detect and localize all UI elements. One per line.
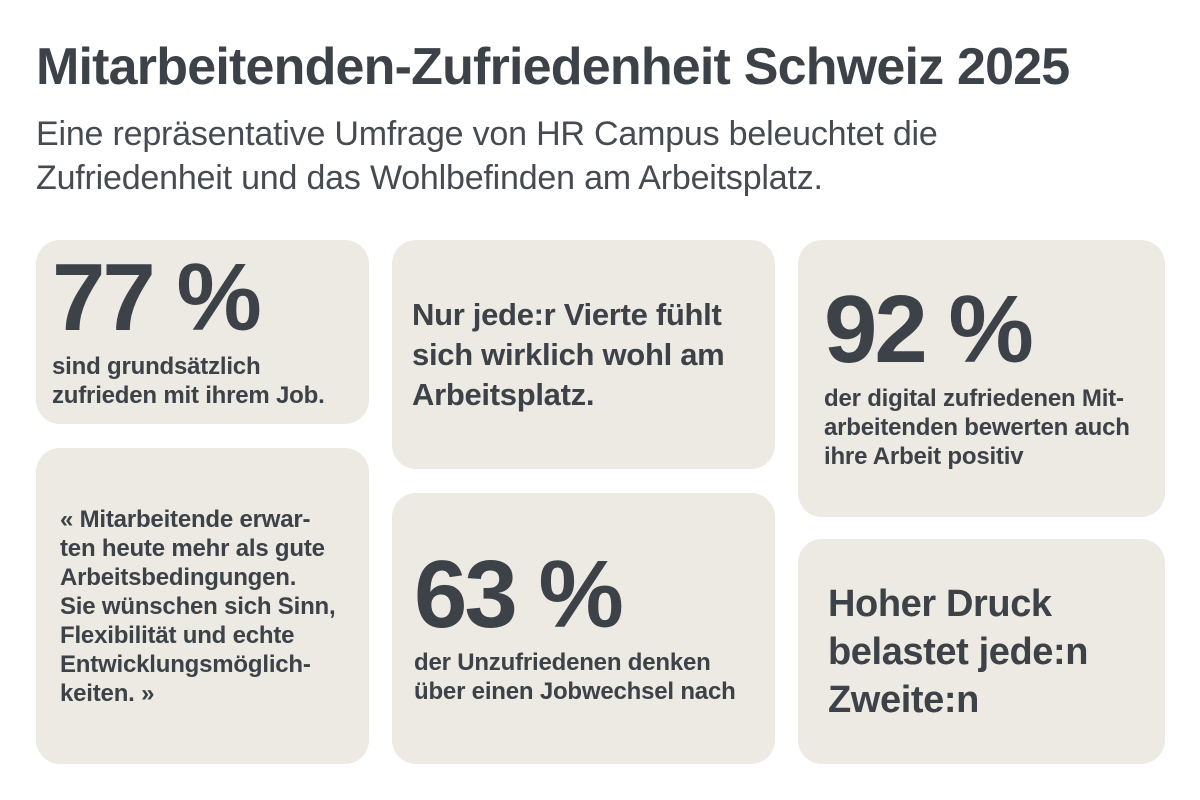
- card-statement-pressure: Hoher Druck belastet jede:n Zweite:n: [798, 539, 1165, 764]
- quote-text: « Mitarbeitende erwar- ten heute mehr al…: [60, 505, 336, 707]
- statement-pressure-text: Hoher Druck belastet jede:n Zweite:n: [828, 582, 1089, 721]
- card-quote-expectations: « Mitarbeitende erwar- ten heute mehr al…: [36, 448, 369, 764]
- column-left: 77 % sind grundsätzlich zufrieden mit ih…: [36, 240, 369, 764]
- column-right: 92 % der digital zufriedenen Mit- arbeit…: [798, 240, 1165, 764]
- page-subtitle: Eine repräsentative Umfrage von HR Campu…: [36, 115, 938, 198]
- card-stat-job-satisfaction: 77 % sind grundsätzlich zufrieden mit ih…: [36, 240, 369, 424]
- card-stat-job-change: 63 % der Unzufriedenen denken über einen…: [392, 493, 775, 764]
- card-statement-wellbeing: Nur jede:r Vierte fühlt sich wirklich wo…: [392, 240, 775, 469]
- stat-value-63: 63 %: [414, 540, 624, 648]
- card-stat-digital-satisfaction: 92 % der digital zufriedenen Mit- arbeit…: [798, 240, 1165, 517]
- column-middle: Nur jede:r Vierte fühlt sich wirklich wo…: [392, 240, 775, 764]
- stat-value-92: 92 %: [824, 276, 1034, 384]
- stat-caption-job-satisfaction: sind grundsätzlich zufrieden mit ihrem J…: [52, 352, 325, 409]
- stat-caption-job-change: der Unzufriedenen denken über einen Jobw…: [414, 649, 736, 706]
- page-title: Mitarbeitenden-Zufriedenheit Schweiz 202…: [36, 38, 1070, 96]
- stat-value-77: 77 %: [52, 244, 262, 352]
- header: Mitarbeitenden-Zufriedenheit Schweiz 202…: [36, 36, 1166, 200]
- statement-wellbeing-text: Nur jede:r Vierte fühlt sich wirklich wo…: [412, 296, 725, 412]
- stat-caption-digital-satisfaction: der digital zufriedenen Mit- arbeitenden…: [824, 384, 1130, 470]
